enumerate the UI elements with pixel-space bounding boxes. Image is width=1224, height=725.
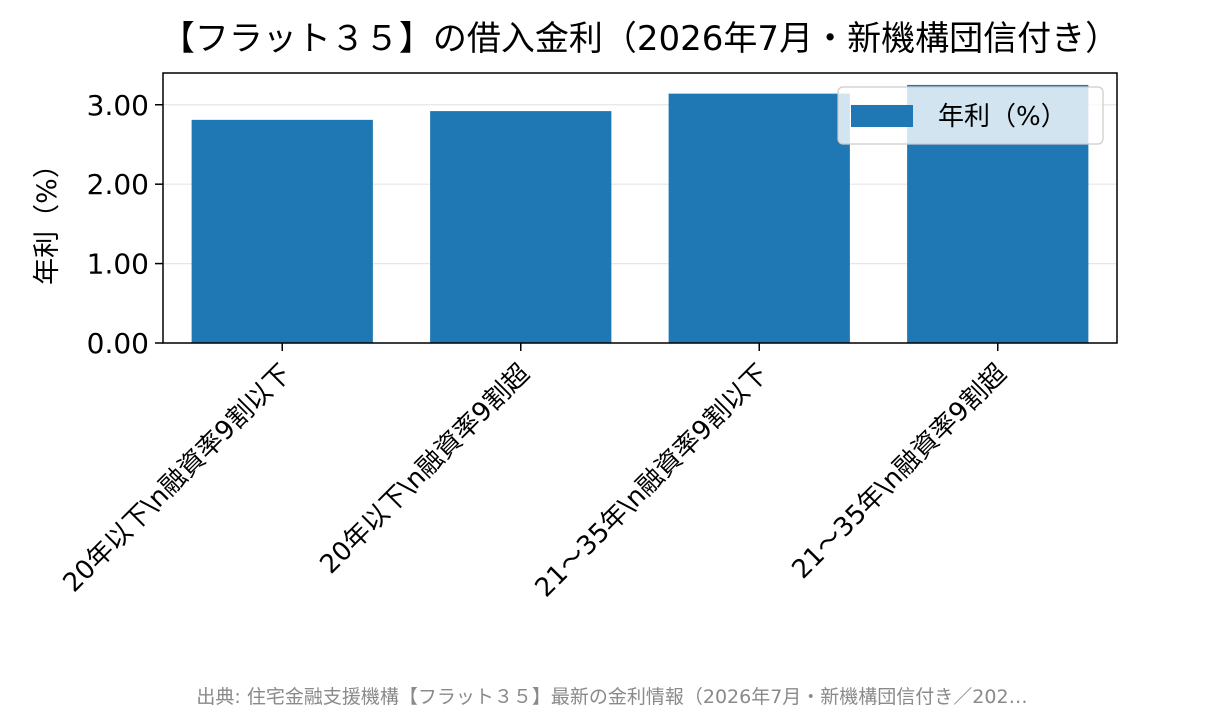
chart-title: 【フラット３５】の借入金利（2026年7月・新機構団信付き） [161,19,1119,59]
x-axis-ticks: 20年以下\n融資率9割以下 20年以下\n融資率9割超21～35年\n融資率9割… [58,343,1013,603]
y-tick-label: 3.00 [87,89,149,122]
y-tick-label: 2.00 [87,168,149,201]
x-tick-label: 20年以下\n融資率9割超 [314,359,535,580]
x-tick-label: 21～35年\n融資率9割超 [786,359,1012,585]
x-tick-label: 21～35年\n融資率9割以下 [530,359,775,604]
legend-swatch [851,105,913,127]
bar [191,119,373,344]
legend: 年利（%） [837,86,1104,145]
source-note: 出典: 住宅金融支援機構【フラット３５】最新の金利情報（2026年7月・新機構団… [196,686,1028,708]
y-tick-label: 0.00 [87,327,149,360]
bar [668,93,850,343]
legend-box [837,86,1104,145]
bar [430,111,612,343]
x-tick-label: 20年以下\n融資率9割以下 [58,359,298,599]
bars [191,84,1089,344]
legend-label: 年利（%） [938,102,1067,132]
plot-area-frame [162,72,1118,344]
y-axis-label: 年利（%） [32,151,63,285]
y-tick-label: 1.00 [87,248,149,281]
y-axis-ticks: 0.00 1.00 2.00 3.00 [87,89,163,360]
